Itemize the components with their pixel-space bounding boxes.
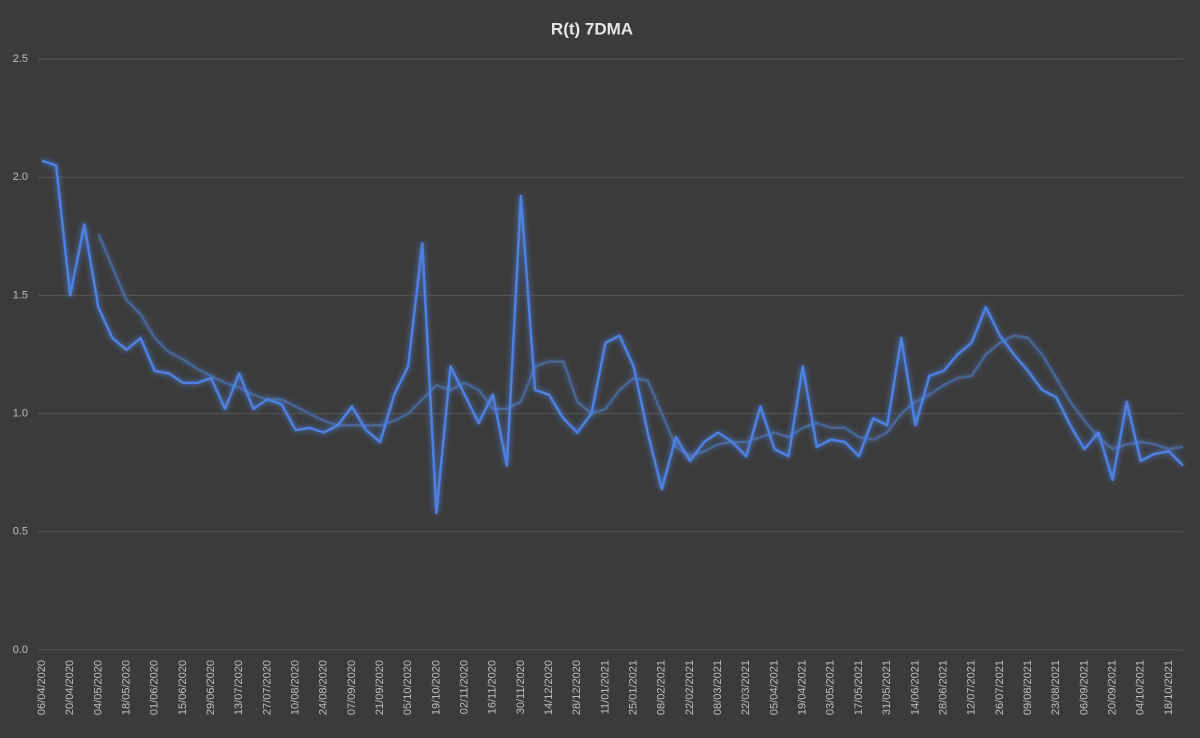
x-tick-label: 05/04/2021 [768,660,780,715]
x-tick-label: 21/09/2020 [374,660,386,715]
x-tick-label: 09/08/2021 [1022,660,1034,715]
x-tick-label: 25/01/2021 [628,660,640,715]
x-tick-label: 19/10/2020 [430,660,442,715]
y-tick-label: 1.5 [13,289,28,301]
x-tick-label: 05/10/2020 [402,660,414,715]
x-tick-label: 18/05/2020 [120,660,132,715]
x-tick-label: 18/10/2021 [1163,660,1175,715]
x-tick-label: 23/08/2021 [1050,660,1062,715]
x-tick-label: 10/08/2020 [289,660,301,715]
x-tick-label: 28/06/2021 [937,660,949,715]
x-tick-label: 22/03/2021 [740,660,752,715]
x-tick-label: 19/04/2021 [797,660,809,715]
x-tick-label: 22/02/2021 [684,660,696,715]
x-tick-label: 08/03/2021 [712,660,724,715]
y-tick-label: 0.0 [13,644,28,656]
x-tick-label: 27/07/2020 [261,660,273,715]
y-tick-label: 1.0 [13,408,28,420]
x-tick-label: 24/08/2020 [318,660,330,715]
y-tick-label: 2.5 [13,53,28,65]
x-tick-label: 07/09/2020 [346,660,358,715]
x-tick-label: 11/01/2021 [599,660,611,714]
x-tick-label: 28/12/2020 [571,660,583,715]
x-tick-label: 17/05/2021 [853,660,865,715]
x-tick-label: 20/09/2021 [1106,660,1118,715]
x-tick-label: 15/06/2020 [177,660,189,715]
y-tick-label: 0.5 [13,526,28,538]
x-tick-label: 29/06/2020 [205,660,217,715]
x-tick-label: 06/04/2020 [36,660,48,715]
x-tick-label: 04/05/2020 [92,660,104,715]
series-line [97,233,1184,458]
x-tick-label: 26/07/2021 [994,660,1006,715]
x-tick-label: 01/06/2020 [149,660,161,715]
chart-title: R(t) 7DMA [551,19,633,38]
x-tick-label: 04/10/2021 [1135,660,1147,715]
x-tick-label: 12/07/2021 [966,660,978,715]
series-line [41,159,1184,515]
x-tick-label: 14/12/2020 [543,660,555,715]
x-tick-label: 16/11/2020 [487,660,499,714]
y-tick-label: 2.0 [13,171,28,183]
x-tick-label: 30/11/2020 [515,660,527,714]
x-tick-label: 06/09/2021 [1078,660,1090,715]
x-tick-label: 14/06/2021 [909,660,921,715]
x-tick-label: 02/11/2020 [458,660,470,714]
x-tick-label: 03/05/2021 [825,660,837,715]
x-tick-label: 13/07/2020 [233,660,245,715]
x-tick-label: 20/04/2020 [64,660,76,715]
x-tick-label: 31/05/2021 [881,660,893,715]
x-tick-label: 08/02/2021 [656,660,668,715]
